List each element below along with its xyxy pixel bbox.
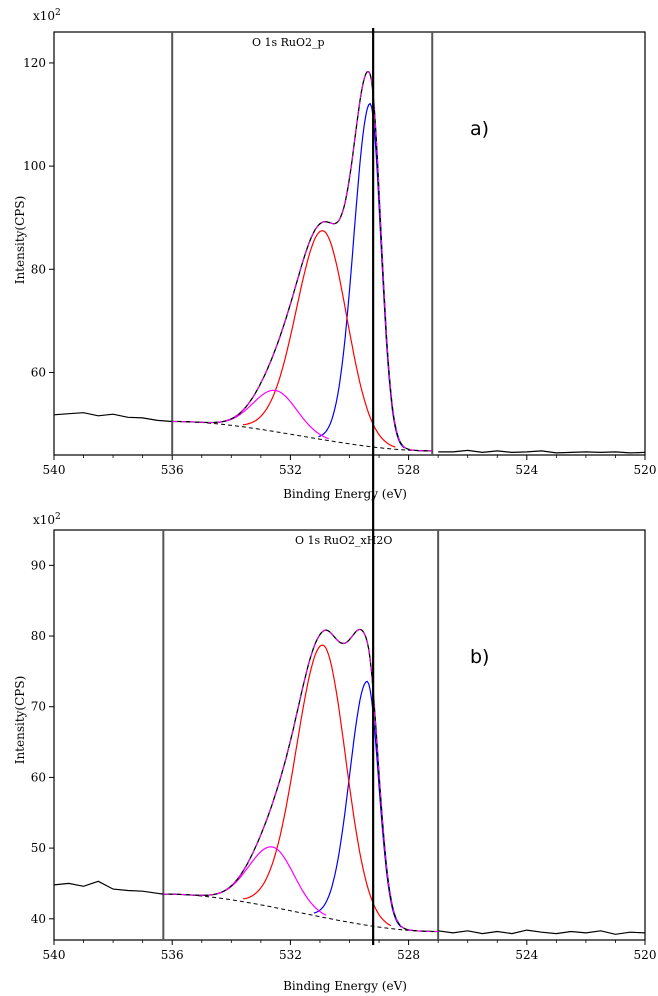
fit-component-line-b xyxy=(243,644,392,927)
envelope-fit-line-a xyxy=(172,71,433,452)
plot-title-b: O 1s RuO2_xH2O xyxy=(295,534,392,547)
x-tick-label-a: 532 xyxy=(279,463,302,477)
y-axis-label-a: Intensity(CPS) xyxy=(13,196,27,285)
x-tick-label-b: 532 xyxy=(279,948,302,962)
raw-spectrum-fit-region-a xyxy=(172,71,433,452)
x-axis-label-b: Binding Energy (eV) xyxy=(283,979,407,993)
fit-component-line-b xyxy=(313,680,402,928)
y-tick-label-b: 60 xyxy=(31,770,46,784)
plot-frame-b xyxy=(53,529,646,941)
raw-spectrum-line-b xyxy=(438,929,646,935)
y-multiplier-a: x102 xyxy=(33,8,61,23)
fit-component-line-a xyxy=(219,389,330,440)
x-tick-label-a: 524 xyxy=(515,463,538,477)
y-tick-label-a: 80 xyxy=(31,262,46,276)
y-tick-label-b: 50 xyxy=(31,841,46,855)
x-tick-label-a: 536 xyxy=(161,463,184,477)
y-tick-label-a: 100 xyxy=(23,159,46,173)
x-tick-label-b: 524 xyxy=(515,948,538,962)
x-tick-label-a: 528 xyxy=(397,463,420,477)
panel-label-b: b) xyxy=(470,646,489,668)
x-tick-label-b: 536 xyxy=(161,948,184,962)
y-tick-label-a: 60 xyxy=(31,365,46,379)
y-tick-label-a: 120 xyxy=(23,56,46,70)
background-line-b xyxy=(163,893,439,932)
envelope-fit-line-b xyxy=(163,628,439,932)
panel-a: x102 Intensity(CPS) Binding Energy (eV) … xyxy=(13,8,656,501)
x-tick-label-a: 540 xyxy=(43,463,66,477)
panel-label-a: a) xyxy=(470,118,489,140)
y-tick-label-b: 80 xyxy=(31,629,46,643)
plot-title-a: O 1s RuO2_p xyxy=(252,36,325,49)
plot-frame-a xyxy=(53,31,646,456)
raw-spectrum-line-b xyxy=(53,880,164,895)
raw-spectrum-fit-region-b xyxy=(163,628,439,933)
y-tick-label-b: 90 xyxy=(31,558,46,572)
x-tick-label-a: 520 xyxy=(634,463,657,477)
fit-component-line-b xyxy=(213,846,327,916)
y-tick-label-b: 70 xyxy=(31,700,46,714)
fit-component-line-a xyxy=(243,230,396,448)
y-tick-label-b: 40 xyxy=(31,912,46,926)
y-multiplier-b: x102 xyxy=(33,512,61,527)
x-axis-label-a: Binding Energy (eV) xyxy=(283,487,407,501)
x-tick-label-b: 528 xyxy=(397,948,420,962)
x-tick-label-b: 520 xyxy=(634,948,657,962)
raw-spectrum-line-a xyxy=(53,412,173,423)
panel-b: x102 Intensity(CPS) Binding Energy (eV) … xyxy=(13,512,656,993)
x-tick-label-b: 540 xyxy=(43,948,66,962)
raw-spectrum-line-a xyxy=(438,449,646,454)
y-axis-label-b: Intensity(CPS) xyxy=(13,676,27,765)
background-line-a xyxy=(172,421,433,452)
